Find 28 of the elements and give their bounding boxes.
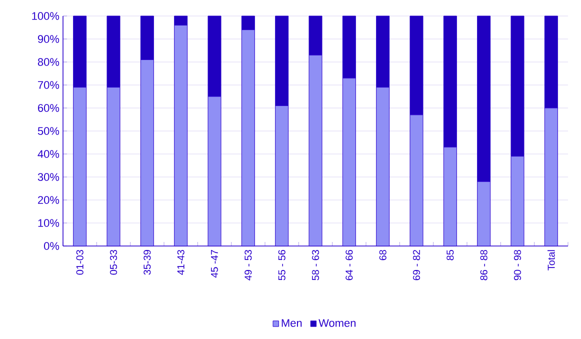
y-tick-label: 100% — [32, 12, 60, 20]
x-tick-label: 64 - 66 — [346, 250, 353, 280]
legend-label: Men — [282, 319, 302, 327]
y-tick-label: 10% — [38, 219, 60, 227]
x-tick-label: 58 - 63 — [312, 250, 320, 280]
y-tick-label: 80% — [38, 58, 60, 66]
y-tick-label: 0% — [44, 242, 60, 250]
y-tick-label: 70% — [38, 81, 60, 89]
x-tick-label: 01-03 — [76, 250, 84, 275]
x-tick-label: Total — [547, 250, 555, 270]
x-tick-label: 35-39 — [144, 250, 151, 275]
legend-label: Women — [318, 319, 356, 327]
y-tick-label: 50% — [38, 127, 60, 135]
x-tick-label: 49 - 53 — [244, 250, 252, 280]
x-tick-label: 85 — [446, 250, 454, 260]
y-tick-label: 20% — [38, 196, 60, 204]
x-tick-label: 86 - 88 — [480, 250, 488, 280]
x-tick-label: 45 -47 — [211, 250, 218, 278]
x-tick-label: 05-33 — [110, 250, 118, 275]
y-tick-label: 90% — [38, 35, 60, 43]
y-tick-label: 40% — [38, 150, 60, 158]
x-tick-label: 55 - 56 — [278, 250, 286, 280]
x-tick-label: 41-43 — [177, 250, 184, 275]
x-tick-label: 90 - 98 — [514, 250, 522, 280]
y-tick-label: 30% — [38, 173, 60, 181]
x-tick-label: 69 - 82 — [412, 250, 420, 280]
x-tick-label: 68 — [379, 250, 386, 260]
y-tick-label: 60% — [38, 104, 60, 112]
